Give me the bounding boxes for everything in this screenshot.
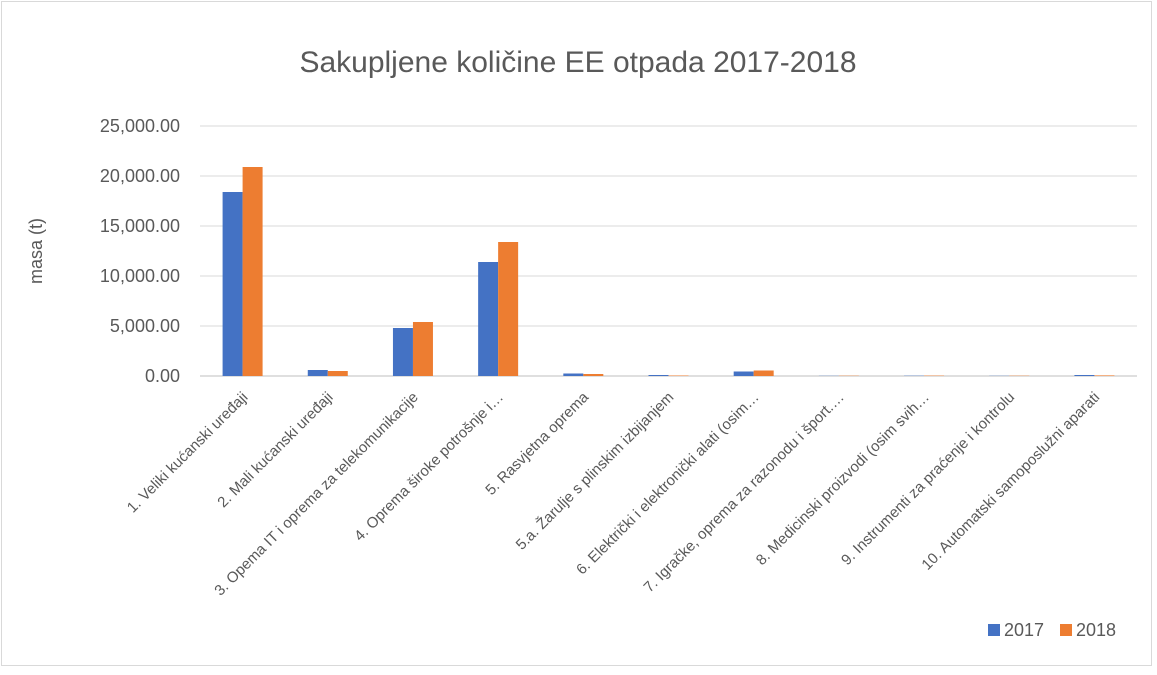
legend-label: 2018 bbox=[1076, 620, 1116, 640]
y-tick-label: 0.00 bbox=[145, 366, 180, 386]
bar bbox=[478, 262, 498, 376]
bar bbox=[754, 371, 774, 377]
legend-label: 2017 bbox=[1004, 620, 1044, 640]
y-tick-label: 20,000.00 bbox=[100, 166, 180, 186]
bar bbox=[393, 328, 413, 376]
bar bbox=[308, 370, 328, 376]
bar bbox=[328, 371, 348, 376]
legend-swatch bbox=[1060, 624, 1072, 636]
y-tick-label: 15,000.00 bbox=[100, 216, 180, 236]
bar bbox=[669, 376, 689, 377]
legend-swatch bbox=[988, 624, 1000, 636]
bar bbox=[1074, 375, 1094, 376]
y-tick-label: 5,000.00 bbox=[110, 316, 180, 336]
bar bbox=[583, 374, 603, 376]
y-tick-label: 25,000.00 bbox=[100, 116, 180, 136]
bar bbox=[243, 167, 263, 376]
bar bbox=[413, 322, 433, 376]
chart-title: Sakupljene količine EE otpada 2017-2018 bbox=[299, 46, 856, 79]
y-tick-label: 10,000.00 bbox=[100, 266, 180, 286]
bar bbox=[563, 374, 583, 377]
bar bbox=[223, 192, 243, 376]
bar bbox=[498, 242, 518, 376]
y-axis-label: masa (t) bbox=[26, 218, 46, 284]
bar bbox=[1094, 375, 1114, 376]
bar bbox=[649, 375, 669, 376]
bar bbox=[734, 372, 754, 377]
